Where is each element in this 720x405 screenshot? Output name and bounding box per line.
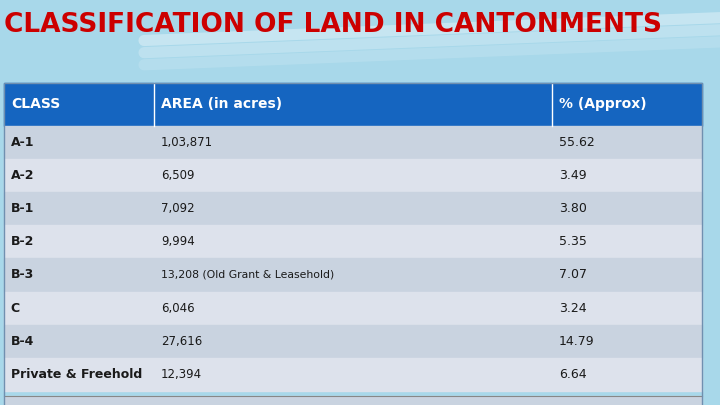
Text: CLASSIFICATION OF LAND IN CANTONMENTS: CLASSIFICATION OF LAND IN CANTONMENTS: [4, 12, 662, 38]
Text: 6,509: 6,509: [161, 169, 194, 182]
Text: 12,394: 12,394: [161, 368, 202, 381]
Text: CLASS: CLASS: [11, 97, 60, 111]
Bar: [4, 126, 702, 159]
Bar: [4, 292, 702, 325]
Text: 6,046: 6,046: [161, 302, 194, 315]
Text: A-1: A-1: [11, 136, 35, 149]
Text: C: C: [11, 302, 20, 315]
Bar: [4, 83, 702, 405]
Text: Private & Freehold: Private & Freehold: [11, 368, 142, 381]
Bar: [4, 258, 702, 292]
Bar: [4, 358, 702, 391]
Text: B-1: B-1: [11, 202, 34, 215]
Bar: [4, 159, 702, 192]
Text: 3.24: 3.24: [559, 302, 587, 315]
Text: 6.64: 6.64: [559, 368, 587, 381]
Text: 7,092: 7,092: [161, 202, 194, 215]
Bar: [4, 192, 702, 225]
Bar: [4, 83, 702, 126]
Bar: [4, 225, 702, 258]
Text: 3.80: 3.80: [559, 202, 587, 215]
Text: A-2: A-2: [11, 169, 35, 182]
Text: 55.62: 55.62: [559, 136, 595, 149]
Text: 5.35: 5.35: [559, 235, 587, 248]
Text: B-3: B-3: [11, 269, 34, 281]
Text: B-4: B-4: [11, 335, 34, 348]
Text: 3.49: 3.49: [559, 169, 587, 182]
Text: B-2: B-2: [11, 235, 34, 248]
Bar: [4, 396, 702, 405]
Text: 9,994: 9,994: [161, 235, 194, 248]
Bar: [4, 325, 702, 358]
Text: 1,03,871: 1,03,871: [161, 136, 213, 149]
Text: 14.79: 14.79: [559, 335, 595, 348]
Text: % (Approx): % (Approx): [559, 97, 647, 111]
Text: AREA (in acres): AREA (in acres): [161, 97, 282, 111]
Text: 13,208 (Old Grant & Leasehold): 13,208 (Old Grant & Leasehold): [161, 270, 334, 280]
Text: 27,616: 27,616: [161, 335, 202, 348]
Text: 7.07: 7.07: [559, 269, 587, 281]
